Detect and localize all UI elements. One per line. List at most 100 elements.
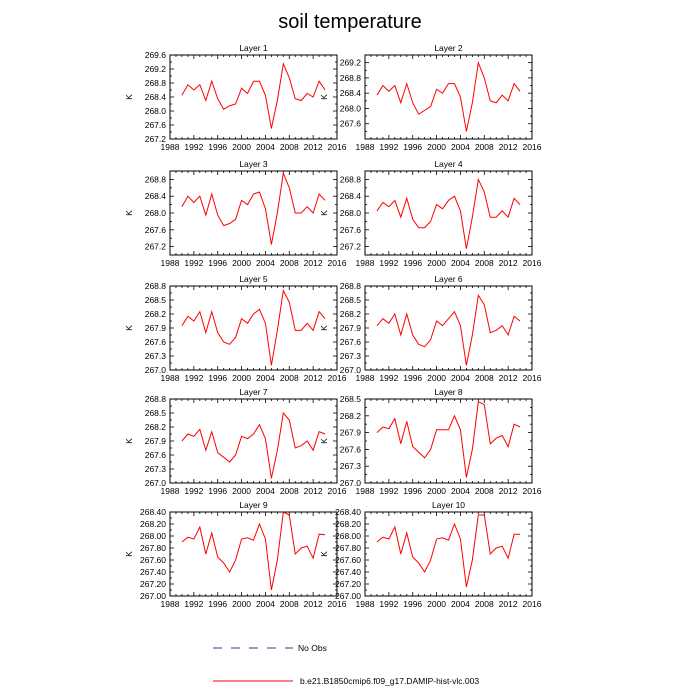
x-tick-label: 2008 [475, 599, 494, 609]
panel-layer-9: Layer 9 K 1988 1992 1996 2000 2004 2008 2012 2016… [124, 500, 347, 609]
plot-frame-layer-1 [169, 54, 338, 140]
panel-layer-6: Layer 6 K 1988 1992 1996 2000 2004 2008 2012 2016… [319, 274, 542, 383]
y-axis-label-layer-6: K [319, 325, 329, 331]
x-tick-label: 2008 [280, 373, 299, 383]
x-tick-label: 1988 [356, 142, 375, 152]
x-tick-label: 1996 [208, 373, 227, 383]
panel-title-layer-1: Layer 1 [239, 43, 268, 53]
x-tick-label: 1996 [403, 599, 422, 609]
legend-obs-label: No Obs [298, 643, 327, 653]
x-tick-label: 1992 [184, 258, 203, 268]
x-tick-label: 1992 [379, 486, 398, 496]
panel-title-layer-8: Layer 8 [434, 387, 463, 397]
x-tick-label: 1988 [161, 599, 180, 609]
series-line-layer-5 [181, 289, 326, 366]
y-tick-label: 269.2 [145, 64, 167, 74]
y-tick-label: 267.2 [145, 242, 167, 252]
series-line-layer-4 [376, 177, 521, 249]
y-tick-label: 268.2 [145, 309, 167, 319]
y-tick-label: 267.3 [340, 461, 362, 471]
y-tick-label: 267.80 [335, 543, 361, 553]
x-tick-label: 1996 [208, 258, 227, 268]
y-tick-label: 268.0 [340, 208, 362, 218]
y-tick-label: 267.2 [340, 242, 362, 252]
y-tick-label: 267.20 [140, 579, 166, 589]
x-tick-label: 2004 [451, 142, 470, 152]
panel-title-layer-4: Layer 4 [434, 159, 463, 169]
x-tick-label: 2016 [523, 373, 542, 383]
y-tick-label: 268.0 [145, 106, 167, 116]
panel-layer-7: Layer 7 K 1988 1992 1996 2000 2004 2008 2012 2016… [124, 387, 347, 496]
y-tick-label: 267.20 [335, 579, 361, 589]
x-tick-label: 2004 [256, 599, 275, 609]
x-tick-label: 2004 [256, 142, 275, 152]
x-tick-label: 2008 [475, 373, 494, 383]
x-tick-label: 2016 [328, 142, 347, 152]
y-tick-label: 267.9 [145, 323, 167, 333]
x-tick-label: 2000 [232, 373, 251, 383]
x-tick-label: 1992 [184, 142, 203, 152]
x-tick-label: 2008 [280, 599, 299, 609]
y-tick-label: 268.20 [140, 519, 166, 529]
y-tick-label: 268.4 [145, 191, 167, 201]
x-tick-label: 2012 [499, 599, 518, 609]
x-tick-label: 2008 [280, 142, 299, 152]
y-tick-label: 267.9 [145, 436, 167, 446]
y-tick-label: 268.5 [340, 394, 362, 404]
x-tick-label: 1996 [208, 142, 227, 152]
y-axis-label-layer-8: K [319, 438, 329, 444]
panel-title-layer-2: Layer 2 [434, 43, 463, 53]
y-tick-label: 267.6 [145, 337, 167, 347]
x-tick-label: 2004 [256, 486, 275, 496]
x-tick-label: 2012 [499, 258, 518, 268]
x-tick-label: 1996 [403, 258, 422, 268]
y-tick-label: 268.4 [340, 191, 362, 201]
x-tick-label: 1988 [161, 142, 180, 152]
x-tick-label: 2016 [523, 599, 542, 609]
plot-frame-layer-7 [169, 398, 338, 484]
y-tick-label: 267.0 [145, 365, 167, 375]
x-tick-label: 2008 [475, 142, 494, 152]
x-tick-label: 2008 [280, 486, 299, 496]
y-tick-label: 268.8 [340, 174, 362, 184]
x-tick-label: 2016 [523, 486, 542, 496]
panel-title-layer-7: Layer 7 [239, 387, 268, 397]
panel-title-layer-6: Layer 6 [434, 274, 463, 284]
figure-title: soil temperature [278, 11, 421, 33]
y-axis-label-layer-2: K [319, 94, 329, 100]
series-line-layer-1 [181, 61, 326, 129]
y-tick-label: 267.6 [145, 225, 167, 235]
y-tick-label: 268.00 [335, 531, 361, 541]
y-tick-label: 267.0 [145, 478, 167, 488]
panel-layer-3: Layer 3 K 1988 1992 1996 2000 2004 2008 2012 2016… [124, 159, 347, 268]
panel-title-layer-5: Layer 5 [239, 274, 268, 284]
y-tick-label: 267.2 [145, 134, 167, 144]
panel-layer-8: Layer 8 K 1988 1992 1996 2000 2004 2008 2012 2016… [319, 387, 542, 496]
y-tick-label: 267.6 [340, 337, 362, 347]
y-tick-label: 268.8 [145, 174, 167, 184]
y-tick-label: 269.6 [145, 50, 167, 60]
y-tick-label: 268.8 [145, 281, 167, 291]
plot-frame-layer-9 [169, 511, 338, 597]
x-tick-label: 2012 [304, 599, 323, 609]
x-tick-label: 1988 [161, 373, 180, 383]
x-tick-label: 2016 [328, 599, 347, 609]
x-tick-label: 2000 [427, 142, 446, 152]
x-tick-label: 1996 [403, 373, 422, 383]
x-tick-label: 2004 [451, 486, 470, 496]
x-tick-label: 1992 [379, 258, 398, 268]
x-tick-label: 2012 [304, 142, 323, 152]
series-line-layer-3 [181, 171, 326, 245]
y-tick-label: 267.60 [140, 555, 166, 565]
x-tick-label: 2000 [232, 599, 251, 609]
panel-title-layer-9: Layer 9 [239, 500, 268, 510]
y-tick-label: 268.4 [340, 88, 362, 98]
plot-frame-layer-2 [364, 54, 533, 140]
y-tick-label: 268.8 [145, 394, 167, 404]
x-tick-label: 1988 [356, 373, 375, 383]
y-tick-label: 267.6 [145, 450, 167, 460]
legend-model-label: b.e21.B1850cmip6.f09_g17.DAMIP-hist-vlc.… [300, 676, 479, 686]
x-tick-label: 1988 [161, 258, 180, 268]
y-tick-label: 267.3 [340, 351, 362, 361]
